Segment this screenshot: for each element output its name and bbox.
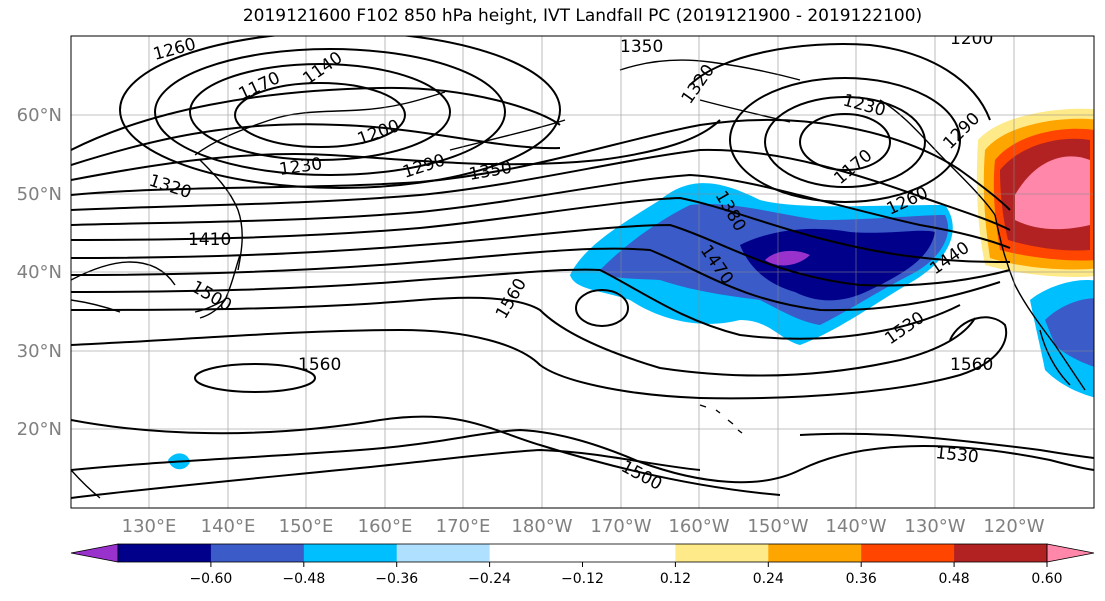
colorbar-tick-label: −0.36 <box>375 571 418 587</box>
map-title: 2019121600 F102 850 hPa height, IVT Land… <box>242 6 923 26</box>
latitude-labels: 60°N 50°N 40°N 30°N 20°N <box>17 105 62 440</box>
colorbar-swatch <box>303 544 398 562</box>
colorbar-swatch <box>396 544 491 562</box>
negative-anomaly-shading <box>168 183 1094 470</box>
colorbar-swatch <box>118 544 212 562</box>
lon-label: 160°E <box>358 516 413 537</box>
colorbar-tick-label: 0.24 <box>753 571 784 587</box>
colorbar-tick-label: −0.60 <box>189 571 232 587</box>
colorbar-extend-low <box>70 543 119 563</box>
lat-label: 60°N <box>17 105 62 126</box>
colorbar-extend-high <box>1046 543 1095 563</box>
contour-label: 1410 <box>188 230 231 250</box>
lon-label: 140°W <box>825 516 886 537</box>
lon-label: 130°E <box>122 516 177 537</box>
colorbar-swatch <box>489 544 583 562</box>
lon-label: 150°E <box>279 516 334 537</box>
colorbar-ticks: −0.60 −0.48 −0.36 −0.24 −0.12 0.12 0.24 0.36 0.4… <box>189 562 1063 587</box>
lat-label: 30°N <box>17 341 62 362</box>
colorbar-tick-label: 0.36 <box>846 571 877 587</box>
lon-label: 130°W <box>904 516 965 537</box>
lon-label: 140°E <box>201 516 256 537</box>
positive-anomaly-shading <box>976 108 1094 277</box>
colorbar-tick-label: 0.12 <box>660 571 691 587</box>
lon-label: 150°W <box>747 516 808 537</box>
colorbar-segments <box>70 543 1095 563</box>
contour-label: 1560 <box>298 355 341 375</box>
colorbar-tick-label: 0.60 <box>1031 571 1062 587</box>
colorbar-swatch <box>582 544 676 562</box>
colorbar-tick-label: 0.48 <box>939 571 970 587</box>
map-frame <box>70 35 1095 509</box>
colorbar-tick-label: −0.12 <box>561 571 604 587</box>
contour-label: 1560 <box>950 355 993 375</box>
contour-label: 1530 <box>934 443 979 467</box>
lon-label: 160°W <box>668 516 729 537</box>
colorbar: −0.60 −0.48 −0.36 −0.24 −0.12 0.12 0.24 0.36 0.4… <box>70 543 1095 587</box>
colorbar-swatch <box>210 544 305 562</box>
colorbar-swatch <box>861 544 955 562</box>
contour-label: 1350 <box>620 37 663 57</box>
colorbar-swatch <box>768 544 862 562</box>
longitude-labels: 130°E 140°E 150°E 160°E 170°E 180°W 170°… <box>122 516 1045 537</box>
colorbar-swatch <box>675 544 769 562</box>
lon-label: 170°W <box>590 516 651 537</box>
lon-label: 120°W <box>983 516 1044 537</box>
colorbar-tick-label: −0.48 <box>282 571 325 587</box>
contour-label: 1200 <box>950 29 993 49</box>
colorbar-swatch <box>954 544 1048 562</box>
lat-label: 50°N <box>17 184 62 205</box>
lat-label: 20°N <box>17 419 62 440</box>
lat-label: 40°N <box>17 262 62 283</box>
lon-label: 170°E <box>436 516 491 537</box>
colorbar-tick-label: −0.24 <box>468 571 511 587</box>
lon-label: 180°W <box>511 516 572 537</box>
height-contours <box>71 36 1094 499</box>
